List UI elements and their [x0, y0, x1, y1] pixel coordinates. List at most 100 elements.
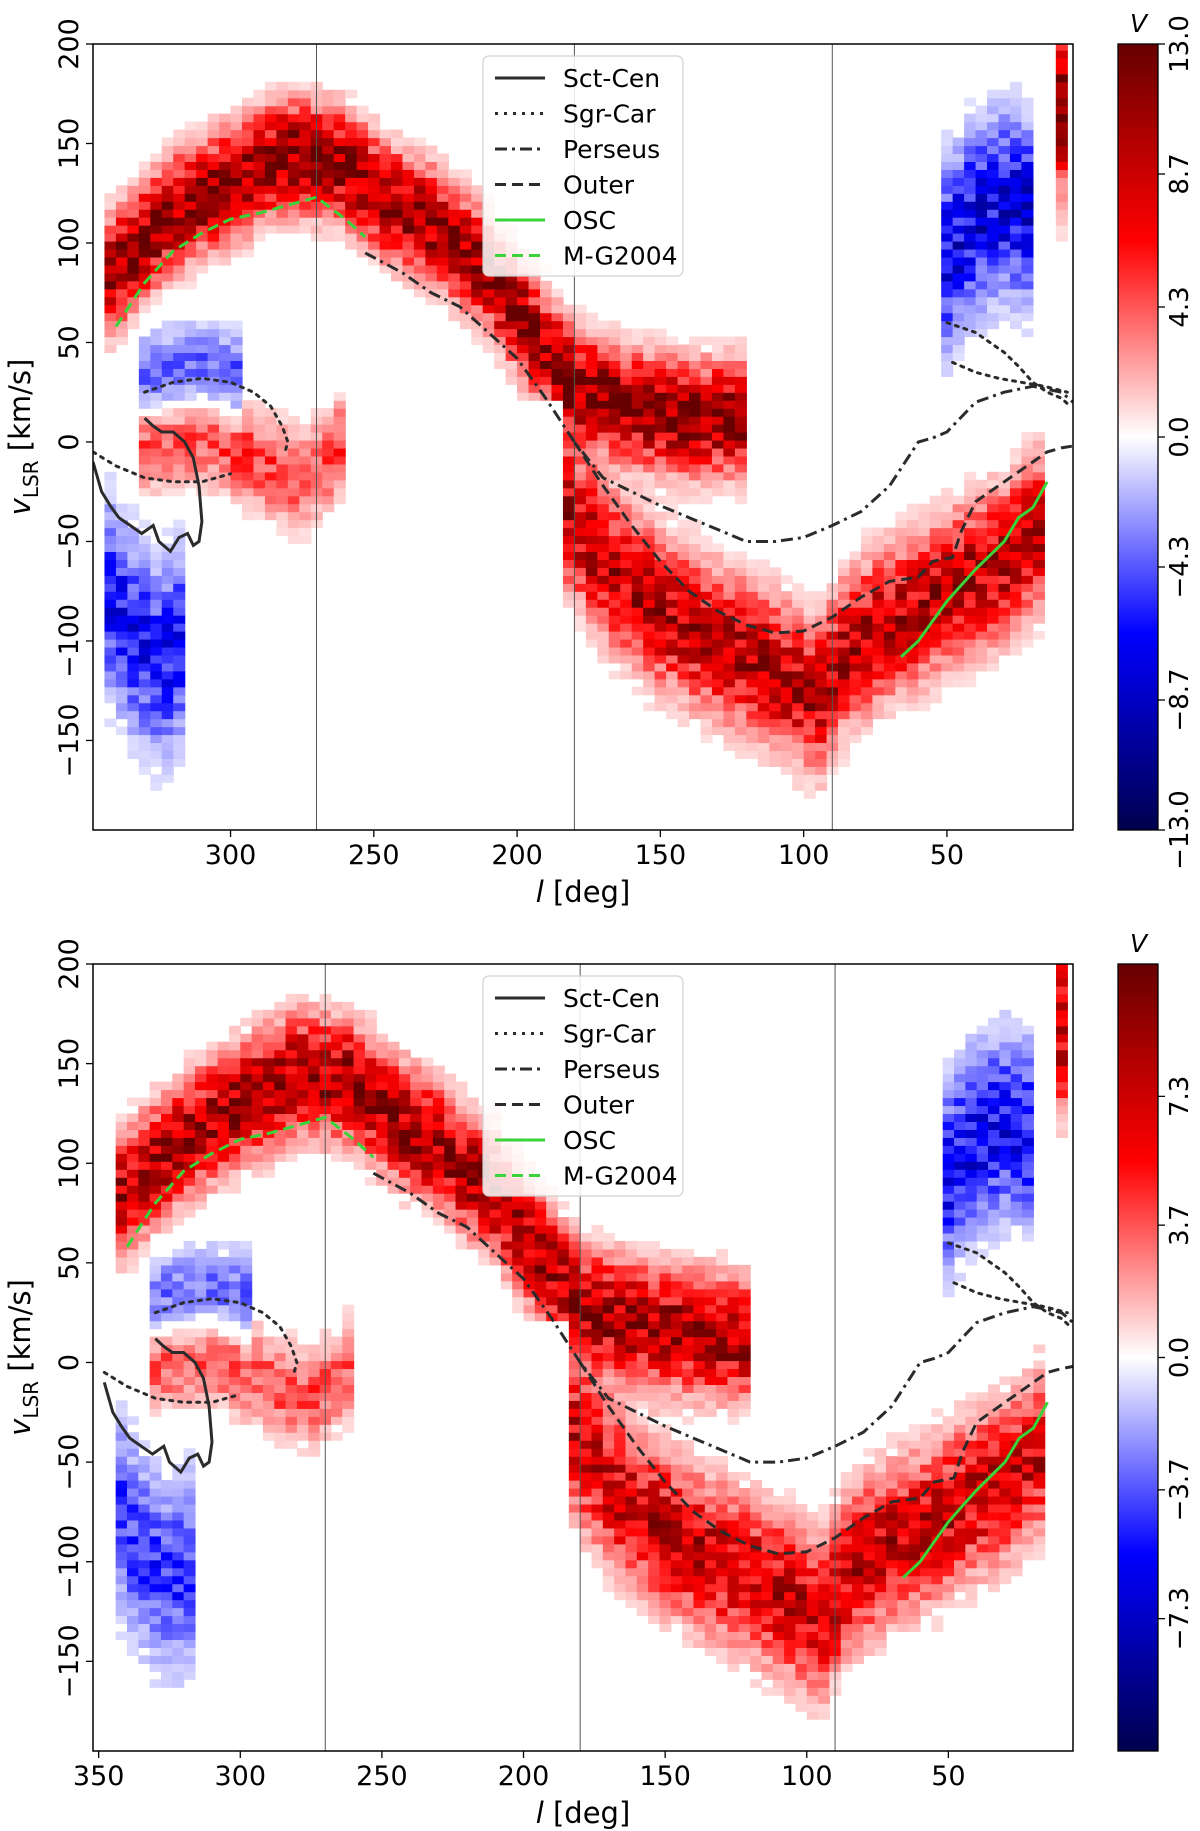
heatmap-cell [126, 1145, 139, 1154]
heatmap-cell [677, 495, 690, 505]
heatmap-cell [471, 264, 484, 274]
heatmap-cell [161, 447, 174, 457]
heatmap-cell [150, 161, 163, 170]
heatmap-cell [734, 734, 747, 744]
heatmap-cell [534, 1201, 547, 1210]
heatmap-cell [746, 734, 759, 744]
heatmap-cell [138, 1193, 151, 1202]
heatmap-cell [941, 519, 954, 529]
heatmap-cell [398, 1169, 411, 1178]
heatmap-cell [308, 1065, 321, 1075]
heatmap-cell [636, 1360, 649, 1370]
heatmap-cell [975, 328, 988, 338]
heatmap-cell [138, 1137, 151, 1146]
heatmap-cell [138, 1480, 151, 1489]
heatmap-cell [274, 1113, 287, 1122]
heatmap-cell [1032, 583, 1045, 592]
heatmap-cell [998, 607, 1011, 616]
heatmap-cell [636, 1527, 649, 1537]
heatmap-cell [217, 1344, 230, 1354]
heatmap-cell [670, 1336, 683, 1346]
heatmap-cell [895, 535, 908, 545]
heatmap-cell [184, 479, 197, 489]
heatmap-cell [466, 1225, 479, 1234]
heatmap-cell [138, 1615, 151, 1625]
heatmap-cell [792, 623, 805, 632]
heatmap-cell [138, 678, 151, 688]
heatmap-cell [975, 177, 988, 186]
heatmap-cell [540, 312, 553, 322]
heatmap-cell [723, 726, 736, 736]
heatmap-cell [1032, 567, 1045, 576]
heatmap-cell [585, 471, 598, 481]
heatmap-cell [228, 1113, 241, 1122]
heatmap-cell [276, 185, 289, 194]
heatmap-cell [636, 1392, 649, 1401]
heatmap-cell [184, 201, 197, 210]
heatmap-cell [670, 1559, 683, 1569]
heatmap-cell [723, 424, 736, 433]
heatmap-cell [299, 121, 312, 131]
heatmap-cell [356, 240, 369, 250]
heatmap-cell [670, 1296, 683, 1306]
heatmap-cell [183, 1288, 196, 1298]
heatmap-cell [838, 718, 851, 728]
heatmap-cell [206, 1392, 219, 1401]
heatmap-cell [952, 336, 965, 346]
heatmap-cell [654, 559, 667, 568]
heatmap-cell [138, 583, 151, 592]
heatmap-cell [964, 296, 977, 306]
heatmap-cell [287, 479, 300, 489]
heatmap-cell [1021, 264, 1034, 274]
heatmap-cell [262, 1161, 275, 1170]
heatmap-cell [364, 1105, 377, 1115]
heatmap-cell [557, 1280, 570, 1290]
heatmap-cell [666, 535, 679, 545]
heatmap-cell [387, 1105, 400, 1115]
heatmap-cell [287, 89, 300, 99]
heatmap-cell [196, 479, 209, 489]
heatmap-cell [432, 1097, 445, 1107]
heatmap-cell [149, 1344, 162, 1354]
heatmap-cell [505, 344, 518, 354]
heatmap-cell [196, 209, 209, 218]
heatmap-cell [287, 169, 300, 178]
heatmap-cell [194, 1177, 207, 1186]
heatmap-cell [602, 1352, 615, 1362]
heatmap-cell [620, 583, 633, 592]
heatmap-cell [330, 1001, 343, 1011]
heatmap-cell [251, 1408, 264, 1417]
heatmap-cell [466, 1217, 479, 1226]
heatmap-cell [161, 336, 174, 346]
heatmap-cell [700, 591, 713, 600]
heatmap-cell [568, 1320, 581, 1330]
heatmap-cell [207, 161, 220, 170]
heatmap-cell [998, 97, 1011, 107]
heatmap-cell [872, 623, 885, 632]
heatmap-cell [253, 217, 266, 226]
heatmap-cell [160, 1543, 173, 1553]
heatmap-cell [104, 718, 117, 728]
heatmap-cell [803, 782, 816, 791]
heatmap-cell [757, 559, 770, 568]
heatmap-cell [207, 447, 220, 457]
heatmap-cell [998, 129, 1011, 139]
heatmap-cell [964, 591, 977, 600]
heatmap-cell [860, 527, 874, 537]
heatmap-cell [803, 615, 816, 624]
heatmap-cell [150, 654, 163, 664]
heatmap-cell [693, 1360, 706, 1370]
heatmap-cell [803, 710, 816, 720]
heatmap-cell [648, 1336, 661, 1346]
heatmap-cell [219, 344, 232, 354]
heatmap-cell [711, 718, 725, 728]
heatmap-cell [376, 1153, 389, 1162]
heatmap-cell [574, 392, 587, 401]
heatmap-cell [964, 551, 977, 560]
heatmap-cell [780, 607, 793, 616]
heatmap-cell [160, 1535, 173, 1545]
heatmap-cell [677, 447, 690, 457]
heatmap-cell [274, 1336, 287, 1346]
heatmap-cell [228, 1073, 241, 1083]
heatmap-cell [242, 201, 255, 210]
